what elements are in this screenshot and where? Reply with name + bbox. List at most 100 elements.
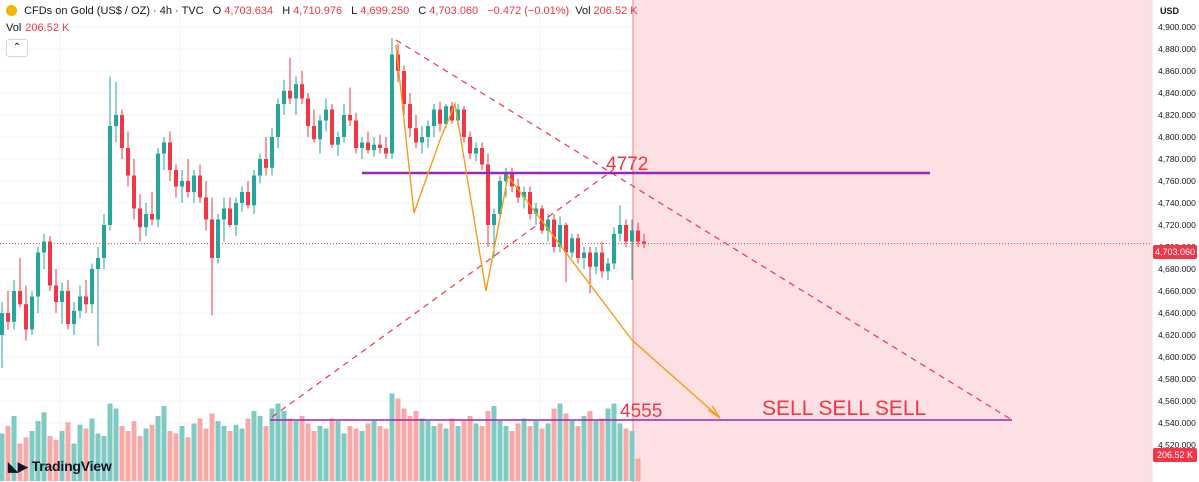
volume-bar: [527, 426, 533, 481]
volume-bar: [71, 443, 77, 481]
candle: [468, 131, 472, 159]
candle-body: [510, 172, 514, 187]
collapse-legend-button[interactable]: ⌃: [6, 39, 28, 57]
candle: [552, 214, 556, 253]
volume-bar: [251, 411, 257, 481]
volume-bar: [263, 426, 269, 481]
axis-tick-label: 4,820.000: [1158, 110, 1196, 120]
candle: [378, 134, 382, 154]
volume-bar: [377, 426, 383, 481]
candle-body: [222, 208, 226, 220]
candle-body: [42, 241, 46, 253]
volume-bar: [611, 403, 617, 481]
volume-bar: [221, 426, 227, 481]
volume-bar: [209, 413, 215, 481]
candle-body: [630, 230, 634, 242]
volume-bar: [587, 411, 593, 481]
candle-body: [174, 170, 178, 187]
volume-bar: [575, 426, 581, 481]
candle-body: [186, 181, 190, 192]
volume-bar: [557, 403, 563, 481]
candle: [318, 115, 322, 154]
candle-body: [180, 181, 184, 187]
candle-body: [426, 126, 430, 137]
volume-bar: [521, 418, 527, 481]
candle-body: [264, 159, 268, 168]
volume-bar: [191, 423, 197, 481]
candle-body: [108, 126, 112, 225]
candle: [618, 205, 622, 242]
volume-bar: [41, 412, 47, 481]
candle-body: [378, 144, 382, 148]
axis-tick-label: 4,520.000: [1158, 440, 1196, 450]
candle-body: [348, 115, 352, 121]
candle-body: [384, 148, 388, 154]
volume-bar: [491, 406, 497, 481]
candle: [432, 104, 436, 137]
price-axis[interactable]: 4,900.000 4,880.000 4,860.000 4,840.000 4,82…: [1151, 0, 1199, 482]
candle: [156, 148, 160, 228]
symbol-header: CFDs on Gold (US$ / OZ) · 4h · TVC O 4,70…: [6, 5, 644, 17]
volume-bar: [515, 423, 521, 481]
candle-body: [456, 109, 460, 121]
candle: [72, 302, 76, 335]
candle-body: [156, 153, 160, 220]
currency-label[interactable]: USD: [1160, 6, 1180, 16]
candle: [636, 222, 640, 247]
candle-body: [12, 291, 16, 322]
open-label: O: [212, 5, 222, 17]
candle: [330, 104, 334, 148]
ascending-trendline: [271, 169, 614, 418]
candle-body: [534, 208, 538, 214]
candle: [480, 142, 484, 170]
volume-bar: [89, 418, 95, 481]
ohlc-values: O 4,703.634 H 4,710.976 L 4,699.250 C 4,703.…: [213, 5, 644, 17]
volume-bar: [389, 393, 395, 481]
candle-body: [558, 225, 562, 247]
candle-body: [276, 104, 280, 137]
candle: [306, 93, 310, 137]
candle-body: [312, 126, 316, 140]
candle-body: [210, 219, 214, 258]
candle-body: [240, 192, 244, 203]
candle: [498, 175, 502, 220]
volume-bar: [551, 408, 557, 481]
volume-bar: [203, 428, 209, 481]
candle: [162, 137, 166, 170]
candle: [336, 131, 340, 156]
candle: [174, 164, 178, 198]
volume-bar: [533, 421, 539, 481]
sell-zone: [633, 0, 1152, 482]
volume-bar: [605, 408, 611, 481]
volume-legend[interactable]: Vol 206.52 K: [6, 22, 69, 34]
volume-bar: [629, 431, 635, 481]
tradingview-logo[interactable]: ◣▶ TradingView: [8, 458, 112, 475]
candle-body: [432, 109, 436, 126]
candle-body: [36, 252, 40, 297]
volume-bar: [185, 437, 191, 481]
candle: [144, 203, 148, 236]
volume-bar: [167, 431, 173, 481]
volume-bar: [83, 428, 89, 481]
candle-body: [474, 148, 478, 154]
candle: [594, 247, 598, 275]
candle-body: [462, 109, 466, 137]
candle: [366, 131, 370, 154]
candle-body: [300, 84, 304, 99]
volume-bar: [437, 423, 443, 481]
candle: [570, 233, 574, 258]
candle: [276, 98, 280, 148]
volume-bar: [455, 426, 461, 481]
candle: [0, 302, 4, 368]
candle-body: [288, 90, 292, 99]
candle: [6, 291, 10, 330]
candle-body: [18, 291, 22, 305]
volume-bar: [335, 421, 341, 481]
candle-body: [270, 137, 274, 168]
candle: [474, 142, 478, 162]
candle-body: [642, 241, 646, 244]
candle: [78, 285, 82, 319]
symbol-title[interactable]: CFDs on Gold (US$ / OZ) · 4h · TVC: [24, 5, 204, 17]
axis-tick-label: 4,640.000: [1158, 308, 1196, 318]
